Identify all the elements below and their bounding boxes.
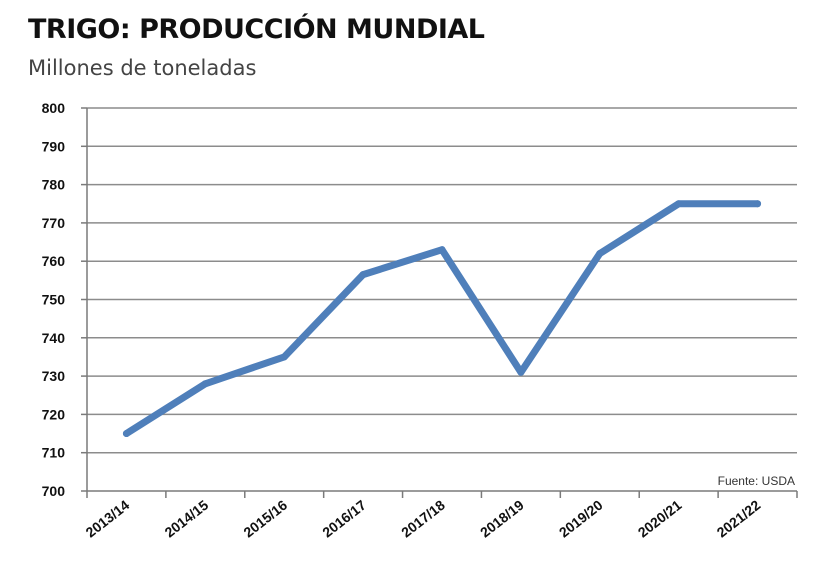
x-tick-label-2018-19: 2018/19 bbox=[477, 497, 527, 541]
y-tick-label-800: 800 bbox=[42, 100, 66, 116]
x-tick-label-2021-22: 2021/22 bbox=[714, 497, 764, 541]
x-tick-label-2017-18: 2017/18 bbox=[398, 497, 448, 541]
series-line-0 bbox=[122, 200, 762, 438]
y-tick-label-760: 760 bbox=[42, 253, 66, 269]
y-tick-label-770: 770 bbox=[42, 215, 66, 231]
data-point-2021-22 bbox=[754, 200, 762, 208]
x-tick-label-2016-17: 2016/17 bbox=[319, 497, 369, 541]
x-tick-label-2019-20: 2019/20 bbox=[556, 497, 606, 541]
y-tick-label-720: 720 bbox=[42, 406, 66, 422]
y-tick-label-780: 780 bbox=[42, 177, 66, 193]
y-tick-label-790: 790 bbox=[42, 138, 66, 154]
data-point-2020-21 bbox=[675, 200, 683, 208]
x-tick-label-2015-16: 2015/16 bbox=[240, 497, 290, 541]
data-point-2018-19 bbox=[517, 368, 525, 376]
grid-lines bbox=[87, 107, 797, 454]
y-tick-label-700: 700 bbox=[42, 483, 66, 499]
chart-title: TRIGO: PRODUCCIÓN MUNDIAL bbox=[28, 14, 485, 45]
data-point-2015-16 bbox=[280, 353, 288, 361]
axes bbox=[81, 107, 798, 498]
data-series bbox=[122, 200, 762, 438]
data-point-2016-17 bbox=[359, 271, 367, 279]
x-tick-label-2013-14: 2013/14 bbox=[83, 497, 133, 541]
source-note: Fuente: USDA bbox=[718, 474, 795, 488]
chart-subtitle: Millones de toneladas bbox=[28, 56, 257, 80]
tick-labels: 700 710 720 730 740 750 760 770 780 790 800 2013/14… bbox=[42, 100, 764, 541]
x-tick-label-2020-21: 2020/21 bbox=[635, 497, 685, 541]
y-tick-label-730: 730 bbox=[42, 368, 66, 384]
data-point-2014-15 bbox=[201, 380, 209, 388]
data-point-2013-14 bbox=[122, 430, 130, 438]
x-tick-label-2014-15: 2014/15 bbox=[161, 497, 211, 541]
data-point-2017-18 bbox=[438, 246, 446, 254]
y-tick-label-710: 710 bbox=[42, 445, 66, 461]
y-tick-label-750: 750 bbox=[42, 292, 66, 308]
y-tick-label-740: 740 bbox=[42, 330, 66, 346]
data-point-2019-20 bbox=[596, 250, 604, 258]
